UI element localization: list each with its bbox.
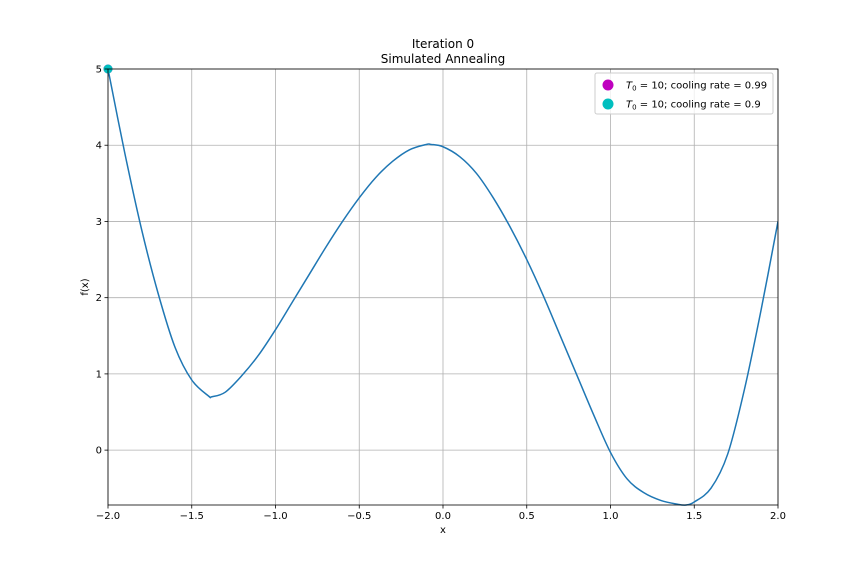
- x-tick-label: 1.0: [603, 511, 619, 522]
- curve-layer: [108, 68, 778, 506]
- legend-marker: [602, 98, 614, 110]
- x-ticks: −2.0 −1.5 −1.0 −0.5 0.0 0.5 1.0 1.5 2.0: [96, 505, 786, 522]
- grid-lines: [107, 68, 779, 505]
- legend-label: T0 = 10; cooling rate = 0.9: [626, 100, 761, 112]
- x-tick-label: −2.0: [96, 511, 120, 522]
- y-tick-label: 5: [96, 65, 102, 76]
- y-tick-label: 1: [96, 369, 102, 380]
- x-tick-label: −0.5: [347, 511, 371, 522]
- legend: T0 = 10; cooling rate = 0.99 T0 = 10; coo…: [594, 72, 774, 115]
- y-tick-label: 3: [96, 217, 102, 228]
- x-tick-label: 2.0: [770, 511, 786, 522]
- y-ticks: 0 1 2 3 4 5: [96, 65, 108, 457]
- x-axis-label: x: [440, 525, 446, 536]
- chart-subtitle: Simulated Annealing: [381, 52, 506, 66]
- y-tick-label: 0: [96, 446, 102, 457]
- x-tick-label: −1.0: [263, 511, 287, 522]
- chart-title: Iteration 0: [412, 37, 474, 51]
- y-tick-label: 4: [96, 141, 102, 152]
- y-tick-label: 2: [96, 293, 102, 304]
- x-tick-label: 1.5: [686, 511, 702, 522]
- x-tick-label: −1.5: [180, 511, 204, 522]
- legend-marker: [602, 79, 614, 91]
- x-tick-label: 0.0: [435, 511, 451, 522]
- function-curve: [108, 68, 778, 506]
- legend-label: T0 = 10; cooling rate = 0.99: [626, 81, 767, 93]
- x-tick-label: 0.5: [519, 511, 535, 522]
- legend-box: [594, 72, 774, 115]
- y-axis-label: f(x): [80, 278, 91, 295]
